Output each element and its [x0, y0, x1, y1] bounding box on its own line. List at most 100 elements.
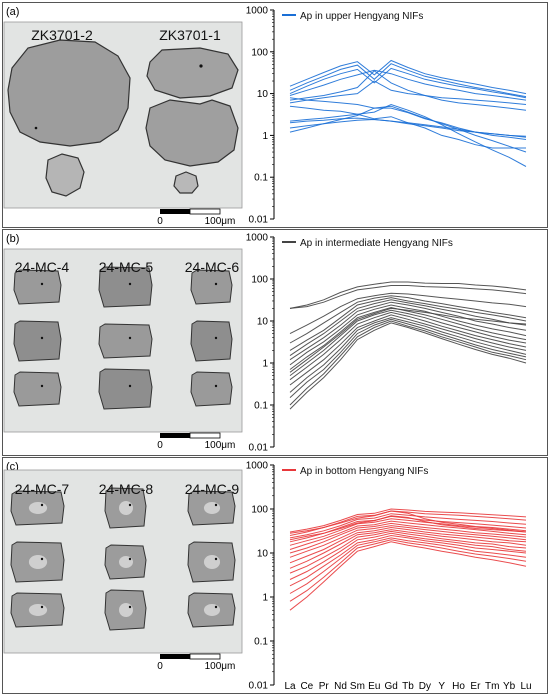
sample-label: ZK3701-1 — [159, 27, 221, 43]
apatite-grain — [190, 371, 233, 407]
legend: Ap in upper Hengyang NIFs — [282, 11, 423, 22]
series-line — [289, 522, 527, 554]
y-tick-label: 10 — [257, 549, 269, 560]
y-tick-label: 1 — [262, 131, 268, 142]
series-line — [289, 59, 527, 95]
series-line — [289, 69, 527, 101]
x-tick-label: Sm — [350, 681, 365, 692]
inclusion — [128, 557, 132, 561]
series-line — [289, 97, 527, 140]
scale-bar-black — [160, 433, 190, 438]
grain-core — [203, 555, 221, 569]
legend: Ap in bottom Hengyang NIFs — [282, 466, 428, 477]
inclusion — [214, 557, 218, 561]
series-line — [289, 105, 527, 153]
apatite-grain — [145, 99, 239, 167]
series-line — [289, 281, 527, 309]
series-line — [289, 534, 527, 587]
panel-frame — [2, 457, 548, 694]
inclusion — [128, 605, 132, 609]
series-line — [289, 292, 527, 335]
y-tick-label: 1 — [262, 359, 268, 370]
y-tick-label: 0.1 — [254, 173, 268, 184]
sample-label: ZK3701-2 — [31, 27, 93, 43]
series-line — [289, 537, 527, 594]
y-tick-label: 0.1 — [254, 637, 268, 648]
series-line — [289, 301, 527, 361]
sample-label: 24-MC-4 — [15, 259, 70, 275]
inclusion — [199, 64, 203, 68]
series-line — [289, 306, 527, 370]
apatite-grain — [190, 320, 233, 362]
panel-c: (c)24-MC-7 24-MC-8 24-MC-90 100μm0.010.1110… — [2, 457, 548, 694]
series-line — [289, 318, 527, 398]
series-line — [289, 532, 527, 580]
series-line — [289, 299, 527, 357]
grain-core — [203, 502, 221, 514]
inclusion — [34, 126, 38, 130]
series-lines — [289, 59, 527, 167]
inclusion — [128, 336, 132, 340]
sample-label: 24-MC-7 — [15, 481, 70, 497]
inclusion — [214, 336, 218, 340]
grain-core — [119, 603, 133, 617]
apatite-grain — [13, 320, 62, 362]
series-line — [289, 67, 527, 99]
y-tick-label: 10 — [257, 317, 269, 328]
legend-label: Ap in bottom Hengyang NIFs — [300, 466, 428, 477]
x-tick-label: Eu — [368, 681, 380, 692]
grain-core — [28, 604, 48, 616]
series-line — [289, 314, 527, 386]
series-line — [289, 317, 527, 393]
apatite-grain — [98, 368, 153, 410]
series-line — [289, 526, 527, 564]
scale-bar-white — [189, 432, 221, 439]
series-line — [289, 285, 527, 309]
scale-bar-black — [160, 209, 190, 214]
x-tick-label: Ho — [452, 681, 465, 692]
grain-core — [203, 604, 221, 616]
y-tick-label: 100 — [251, 505, 268, 516]
series-line — [289, 118, 527, 137]
series-line — [289, 322, 527, 410]
x-tick-label: Gd — [384, 681, 397, 692]
panel-a: (a) ZK3701-2 ZK3701-1 0 100μm 0.01 0.1 1 10 100 10… — [2, 2, 548, 228]
inclusion — [214, 605, 218, 609]
legend-label: Ap in intermediate Hengyang NIFs — [300, 238, 453, 249]
series-line — [289, 117, 527, 138]
x-tick-label: Pr — [319, 681, 330, 692]
series-line — [289, 515, 527, 541]
apatite-grain — [98, 266, 153, 308]
panel-label: (b) — [6, 233, 19, 245]
y-tick-label: 1000 — [246, 6, 269, 17]
series-line — [289, 297, 527, 351]
y-tick-label: 0.1 — [254, 401, 268, 412]
panel-frame — [2, 229, 548, 456]
series-line — [289, 541, 527, 611]
sample-label: 24-MC-6 — [185, 259, 240, 275]
y-axis: 0.01 0.1 1 10 100 1000 — [246, 461, 275, 692]
inclusion — [40, 336, 44, 340]
scale-bar-white — [189, 208, 221, 215]
inclusion — [214, 503, 218, 507]
apatite-grains — [13, 266, 233, 410]
y-tick-label: 1 — [262, 593, 268, 604]
y-axis: 0.01 0.1 1 10 100 1000 — [246, 233, 275, 454]
y-tick-label: 0.01 — [249, 443, 269, 454]
apatite-grain — [98, 323, 153, 359]
scale-bar-white — [189, 653, 221, 660]
y-tick-label: 10 — [257, 89, 269, 100]
sample-label: 24-MC-5 — [99, 259, 154, 275]
scale-bar-start: 0 — [157, 216, 163, 227]
series-line — [289, 70, 527, 111]
series-line — [289, 518, 527, 546]
series-lines — [289, 281, 527, 410]
series-lines — [289, 508, 527, 611]
inclusion — [128, 282, 132, 286]
series-line — [289, 539, 527, 602]
y-tick-label: 1000 — [246, 233, 269, 244]
series-line — [289, 508, 527, 533]
inclusion — [40, 557, 44, 561]
inclusion — [214, 384, 218, 388]
series-line — [289, 510, 527, 534]
